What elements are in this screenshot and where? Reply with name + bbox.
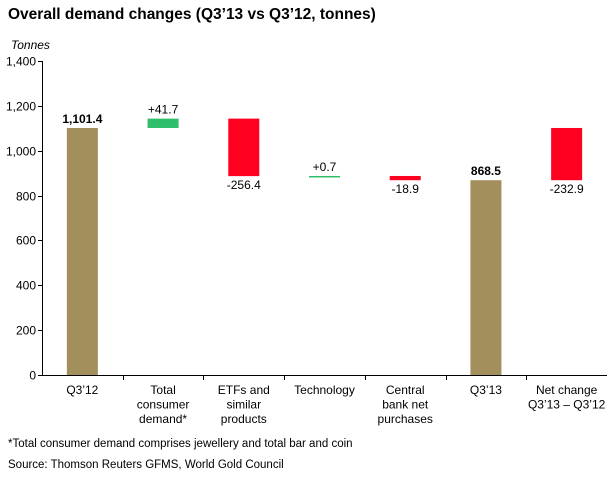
x-category-label-line: Technology	[294, 383, 355, 397]
x-category-label-line: Net change	[536, 383, 598, 397]
y-tick-label: 200	[16, 324, 36, 338]
bar-value-label: +41.7	[148, 103, 179, 117]
bar-value-label: 1,101.4	[62, 112, 102, 126]
y-tick-label: 1,400	[6, 55, 36, 69]
x-category-label-line: similar	[226, 398, 261, 412]
bar-value-label: 868.5	[471, 164, 501, 178]
x-category-label-line: Q3’12	[66, 383, 98, 397]
x-category-label: Central bank net purchases	[378, 383, 433, 426]
x-category-label-line: Q3’13	[470, 383, 502, 397]
x-category-label: Q3’12	[66, 383, 98, 397]
x-category-label-line: Central	[386, 383, 425, 397]
x-category-label-line: bank net	[382, 398, 429, 412]
x-category-label-line: Q3’13 – Q3’12	[528, 398, 606, 412]
bar-value-label: -232.9	[550, 182, 584, 196]
x-category-label: Q3’13	[470, 383, 502, 397]
y-tick-label: 400	[16, 279, 36, 293]
x-category-label-line: purchases	[378, 412, 433, 426]
bar-decrease	[228, 118, 260, 177]
x-category-label: Technology	[294, 383, 355, 397]
y-axis-label: Tonnes	[11, 38, 50, 52]
source-note: Source: Thomson Reuters GFMS, World Gold…	[8, 459, 284, 471]
y-tick-label: 800	[16, 190, 36, 204]
chart-title: Overall demand changes (Q3’13 vs Q3’12, …	[8, 6, 376, 23]
y-tick-label: 600	[16, 234, 36, 248]
bar-total	[66, 127, 98, 376]
bar-decrease	[389, 175, 421, 181]
bar-value-label: +0.7	[313, 160, 337, 174]
x-category-label: ETFs and similar products	[218, 383, 270, 426]
bar-value-label: -18.9	[392, 182, 420, 196]
x-category-label: Total consumer demand*	[137, 383, 190, 426]
y-tick-label: 1,000	[6, 145, 36, 159]
y-tick-label: 1,200	[6, 100, 36, 114]
x-category-label-line: Total	[150, 383, 175, 397]
x-category-label-line: consumer	[137, 398, 190, 412]
bar-decrease	[551, 127, 583, 181]
x-category-label-line: products	[221, 412, 267, 426]
y-tick-label: 0	[29, 369, 36, 383]
x-category-label-line: demand*	[139, 412, 187, 426]
x-category-label: Net change Q3’13 – Q3’12	[528, 383, 606, 412]
bar-total	[470, 180, 502, 375]
bar-increase	[147, 118, 179, 128]
x-category-label-line: ETFs and	[218, 383, 270, 397]
footnote: *Total consumer demand comprises jewelle…	[8, 438, 353, 450]
bar-value-label: -256.4	[227, 178, 261, 192]
bar-increase	[309, 175, 340, 178]
